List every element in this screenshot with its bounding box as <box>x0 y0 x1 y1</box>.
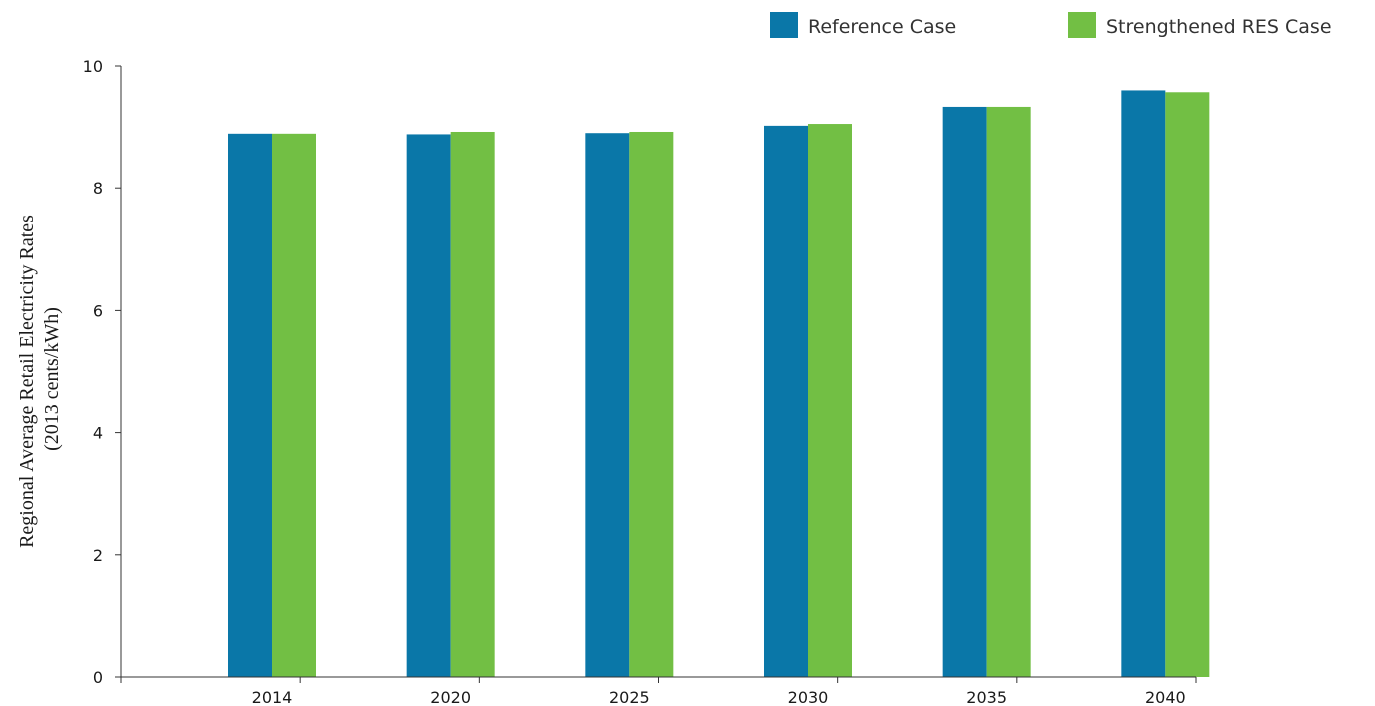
legend-swatch-strengthened <box>1068 12 1096 38</box>
y-tick-label-10: 10 <box>83 57 103 76</box>
bar-strengthened-2014 <box>272 133 316 678</box>
bar-strengthened-2025 <box>629 131 674 677</box>
legend-label-strengthened: Strengthened RES Case <box>1106 16 1332 38</box>
legend: Reference Case Strengthened RES Case <box>770 12 1332 38</box>
bar-reference-2025 <box>585 133 630 677</box>
x-tick-label-2020: 2020 <box>430 688 471 706</box>
bar-reference-2014 <box>228 133 272 678</box>
y-axis-label-line-2: (2013 cents/kWh) <box>41 307 63 451</box>
x-tick-label-2035: 2035 <box>966 688 1007 706</box>
y-tick-label-6: 6 <box>93 301 103 320</box>
bars-group <box>228 90 1210 678</box>
bar-strengthened-2020 <box>450 131 495 677</box>
legend-label-reference: Reference Case <box>808 16 956 38</box>
x-tick-label-2030: 2030 <box>788 688 829 706</box>
x-tick-label-2040: 2040 <box>1145 688 1186 706</box>
bar-reference-2020 <box>406 134 451 677</box>
x-tick-label-2014: 2014 <box>252 688 293 706</box>
y-axis-label-line-1: Regional Average Retail Electricity Rate… <box>16 215 38 548</box>
axes-group: 0 2 4 6 8 10 2014 2020 2025 2030 2035 2040 <box>83 57 1197 706</box>
legend-swatch-reference <box>770 12 798 38</box>
x-tick-label-2025: 2025 <box>609 688 650 706</box>
bar-strengthened-2035 <box>986 106 1031 677</box>
bar-strengthened-2030 <box>808 124 852 678</box>
y-axis-label: Regional Average Retail Electricity Rate… <box>16 210 63 548</box>
y-tick-label-8: 8 <box>93 179 103 198</box>
bar-reference-2035 <box>942 106 987 677</box>
bar-strengthened-2040 <box>1165 92 1210 677</box>
y-tick-label-0: 0 <box>93 668 103 687</box>
y-tick-label-2: 2 <box>93 546 103 565</box>
bar-reference-2040 <box>1121 90 1166 677</box>
bar-reference-2030 <box>764 125 808 678</box>
y-tick-label-4: 4 <box>93 424 103 443</box>
